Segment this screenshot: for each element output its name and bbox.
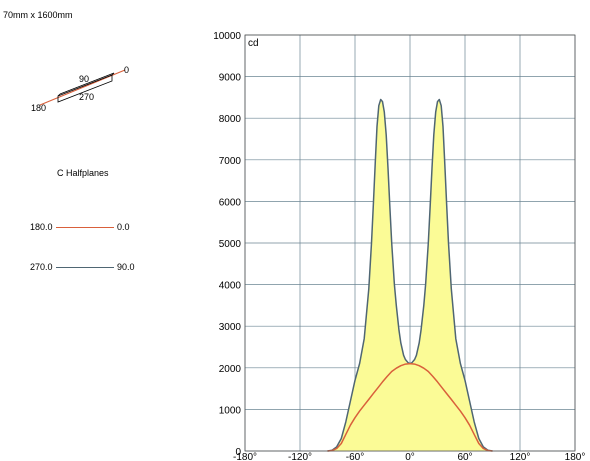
x-tick-label: 120° bbox=[510, 452, 531, 461]
y-tick-label: 2000 bbox=[219, 364, 242, 375]
series-fill-area bbox=[327, 99, 493, 451]
legend-right-label: 90.0 bbox=[117, 262, 135, 272]
luminaire-body bbox=[57, 74, 113, 103]
y-tick-label: 1000 bbox=[219, 405, 242, 416]
angle-270-label: 270 bbox=[79, 92, 94, 102]
y-tick-label: 0 bbox=[235, 447, 241, 458]
y-tick-label: 10000 bbox=[213, 31, 241, 42]
y-tick-label: 7000 bbox=[219, 156, 242, 167]
unit-label: cd bbox=[248, 38, 259, 49]
x-tick-label: 180° bbox=[565, 452, 586, 461]
legend-left-label: 270.0 bbox=[30, 262, 53, 272]
x-tick-label: -120° bbox=[288, 452, 312, 461]
x-tick-label: -60° bbox=[346, 452, 364, 461]
legend-line-swatch bbox=[56, 267, 114, 268]
y-tick-label: 5000 bbox=[219, 239, 242, 250]
plot-frame bbox=[244, 34, 576, 452]
x-tick-label: 60° bbox=[457, 452, 472, 461]
y-tick-label: 3000 bbox=[219, 322, 242, 333]
angle-90-label: 90 bbox=[79, 74, 89, 84]
luminaire-diagram: 0 90 180 270 bbox=[31, 65, 129, 113]
chart-labels: 0 1000 2000 3000 4000 5000 6000 7000 8000 9000 100… bbox=[213, 31, 585, 461]
legend-line-swatch bbox=[56, 227, 114, 228]
chart-series bbox=[327, 98, 493, 452]
dimensions-label: 70mm x 1600mm bbox=[3, 10, 73, 20]
legend-left-label: 180.0 bbox=[30, 222, 53, 232]
angle-180-label: 180 bbox=[31, 103, 46, 113]
x-tick-label: -180° bbox=[233, 452, 257, 461]
y-tick-label: 6000 bbox=[219, 197, 242, 208]
luminaire-edge bbox=[57, 93, 61, 97]
x-tick-label: 0° bbox=[405, 452, 415, 461]
legend-title: C Halfplanes bbox=[57, 168, 109, 178]
legend-right-label: 0.0 bbox=[117, 222, 130, 232]
angle-0-label: 0 bbox=[124, 65, 129, 75]
luminaire-edge bbox=[59, 72, 115, 95]
series-line bbox=[327, 362, 493, 452]
legend-entry-c180-c0: 180.0 0.0 bbox=[30, 222, 180, 234]
y-tick-label: 8000 bbox=[219, 114, 242, 125]
legend-entry-c270-c90: 270.0 90.0 bbox=[30, 262, 180, 274]
y-tick-label: 4000 bbox=[219, 281, 242, 292]
y-tick-label: 9000 bbox=[219, 73, 242, 84]
